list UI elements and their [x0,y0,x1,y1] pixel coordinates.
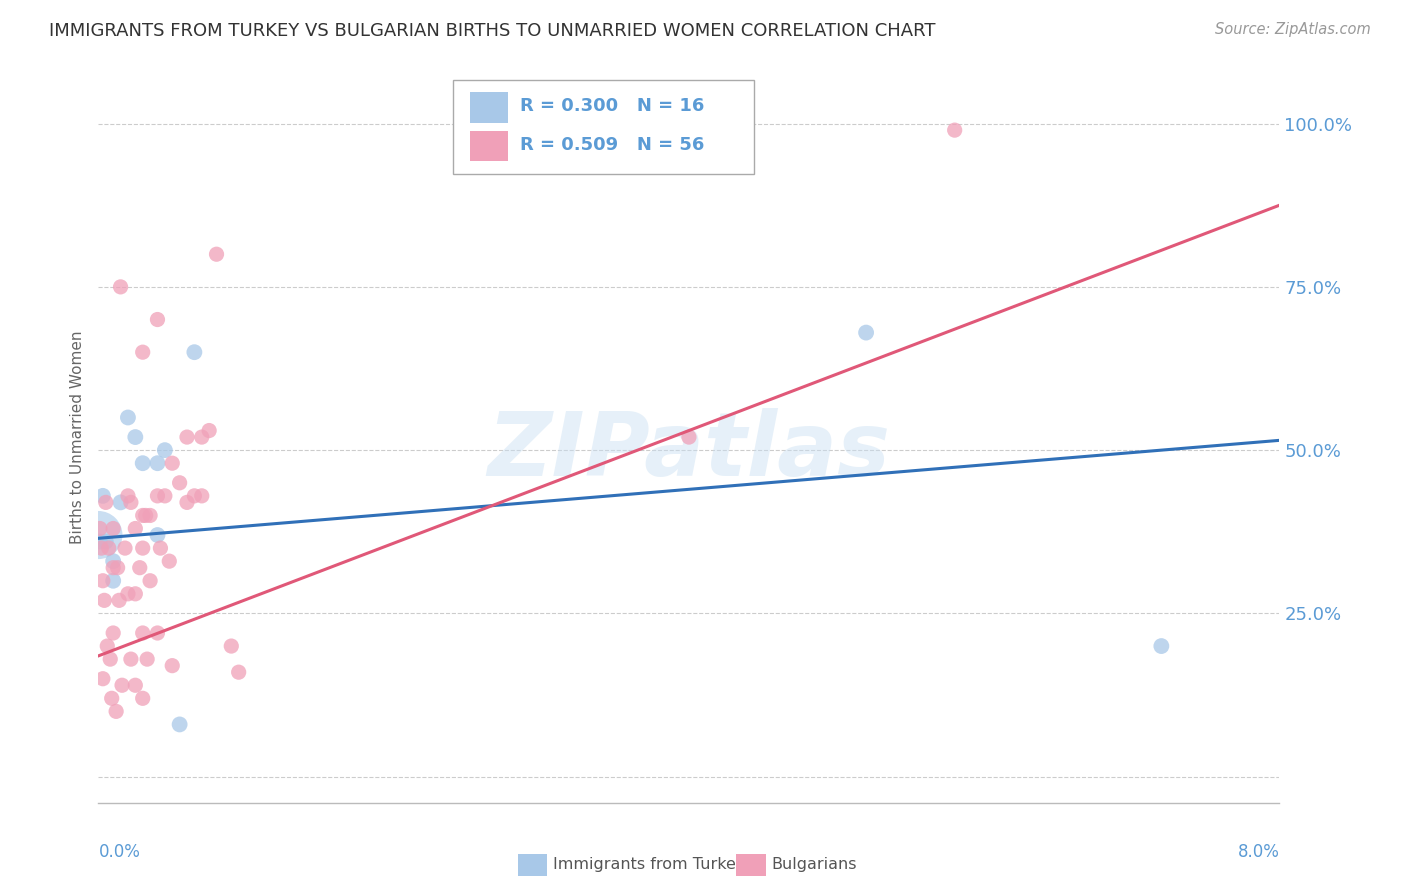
Point [103,554,125,568]
Y-axis label: Births to Unmarried Women: Births to Unmarried Women [69,330,84,544]
Point [943,123,966,137]
Point [149,541,172,555]
Point [120,652,142,666]
Point [146,312,169,326]
Point [146,456,169,470]
Point [132,456,155,470]
Point [91,574,114,588]
Point [103,560,125,574]
Point [1150,639,1173,653]
Point [103,521,125,535]
Point [100,691,122,706]
Point [139,574,162,588]
Text: IMMIGRANTS FROM TURKEY VS BULGARIAN BIRTHS TO UNMARRIED WOMEN CORRELATION CHART: IMMIGRANTS FROM TURKEY VS BULGARIAN BIRT… [49,22,936,40]
Point [89,534,111,549]
Point [176,430,198,444]
Point [120,495,142,509]
Point [132,345,155,359]
Point [96,639,118,653]
Text: Bulgarians: Bulgarians [772,857,858,872]
Point [678,430,700,444]
Point [117,489,139,503]
Point [103,626,125,640]
Point [228,665,250,680]
Point [94,534,117,549]
Point [124,430,146,444]
Point [98,652,121,666]
FancyBboxPatch shape [471,130,508,161]
FancyBboxPatch shape [517,854,547,876]
Point [162,456,183,470]
Point [157,554,180,568]
Text: ZIPatlas: ZIPatlas [488,409,890,495]
Point [153,489,176,503]
Point [117,410,139,425]
Point [146,528,169,542]
Point [139,508,162,523]
Point [169,475,191,490]
Text: R = 0.300   N = 16: R = 0.300 N = 16 [520,96,704,115]
Point [191,430,214,444]
Point [110,495,132,509]
Point [124,521,146,535]
Point [87,528,110,542]
Text: Source: ZipAtlas.com: Source: ZipAtlas.com [1215,22,1371,37]
Text: R = 0.509   N = 56: R = 0.509 N = 56 [520,136,704,154]
Point [146,626,169,640]
Point [117,587,139,601]
Text: 8.0%: 8.0% [1237,843,1279,861]
Point [183,345,205,359]
FancyBboxPatch shape [737,854,766,876]
Point [107,560,129,574]
FancyBboxPatch shape [471,92,508,122]
Point [91,672,114,686]
Point [114,541,136,555]
Point [128,560,150,574]
Point [108,593,131,607]
Point [183,489,205,503]
Point [146,489,169,503]
Point [162,658,183,673]
Point [132,691,155,706]
Point [97,541,120,555]
Point [191,489,214,503]
Point [132,508,155,523]
Point [198,424,221,438]
Point [124,587,146,601]
FancyBboxPatch shape [453,80,754,174]
Point [103,574,125,588]
Point [153,443,176,458]
Point [90,541,112,555]
Point [105,705,128,719]
Text: 0.0%: 0.0% [98,843,141,861]
Text: Immigrants from Turkey: Immigrants from Turkey [553,857,745,872]
Point [136,652,159,666]
Point [110,280,132,294]
Point [176,495,198,509]
Point [205,247,228,261]
Point [111,678,134,692]
Point [132,541,155,555]
Point [169,717,191,731]
Point [93,593,115,607]
Point [132,626,155,640]
Point [94,495,117,509]
Point [89,521,111,535]
Point [135,508,157,523]
Point [91,489,114,503]
Point [221,639,243,653]
Point [855,326,877,340]
Point [124,678,146,692]
